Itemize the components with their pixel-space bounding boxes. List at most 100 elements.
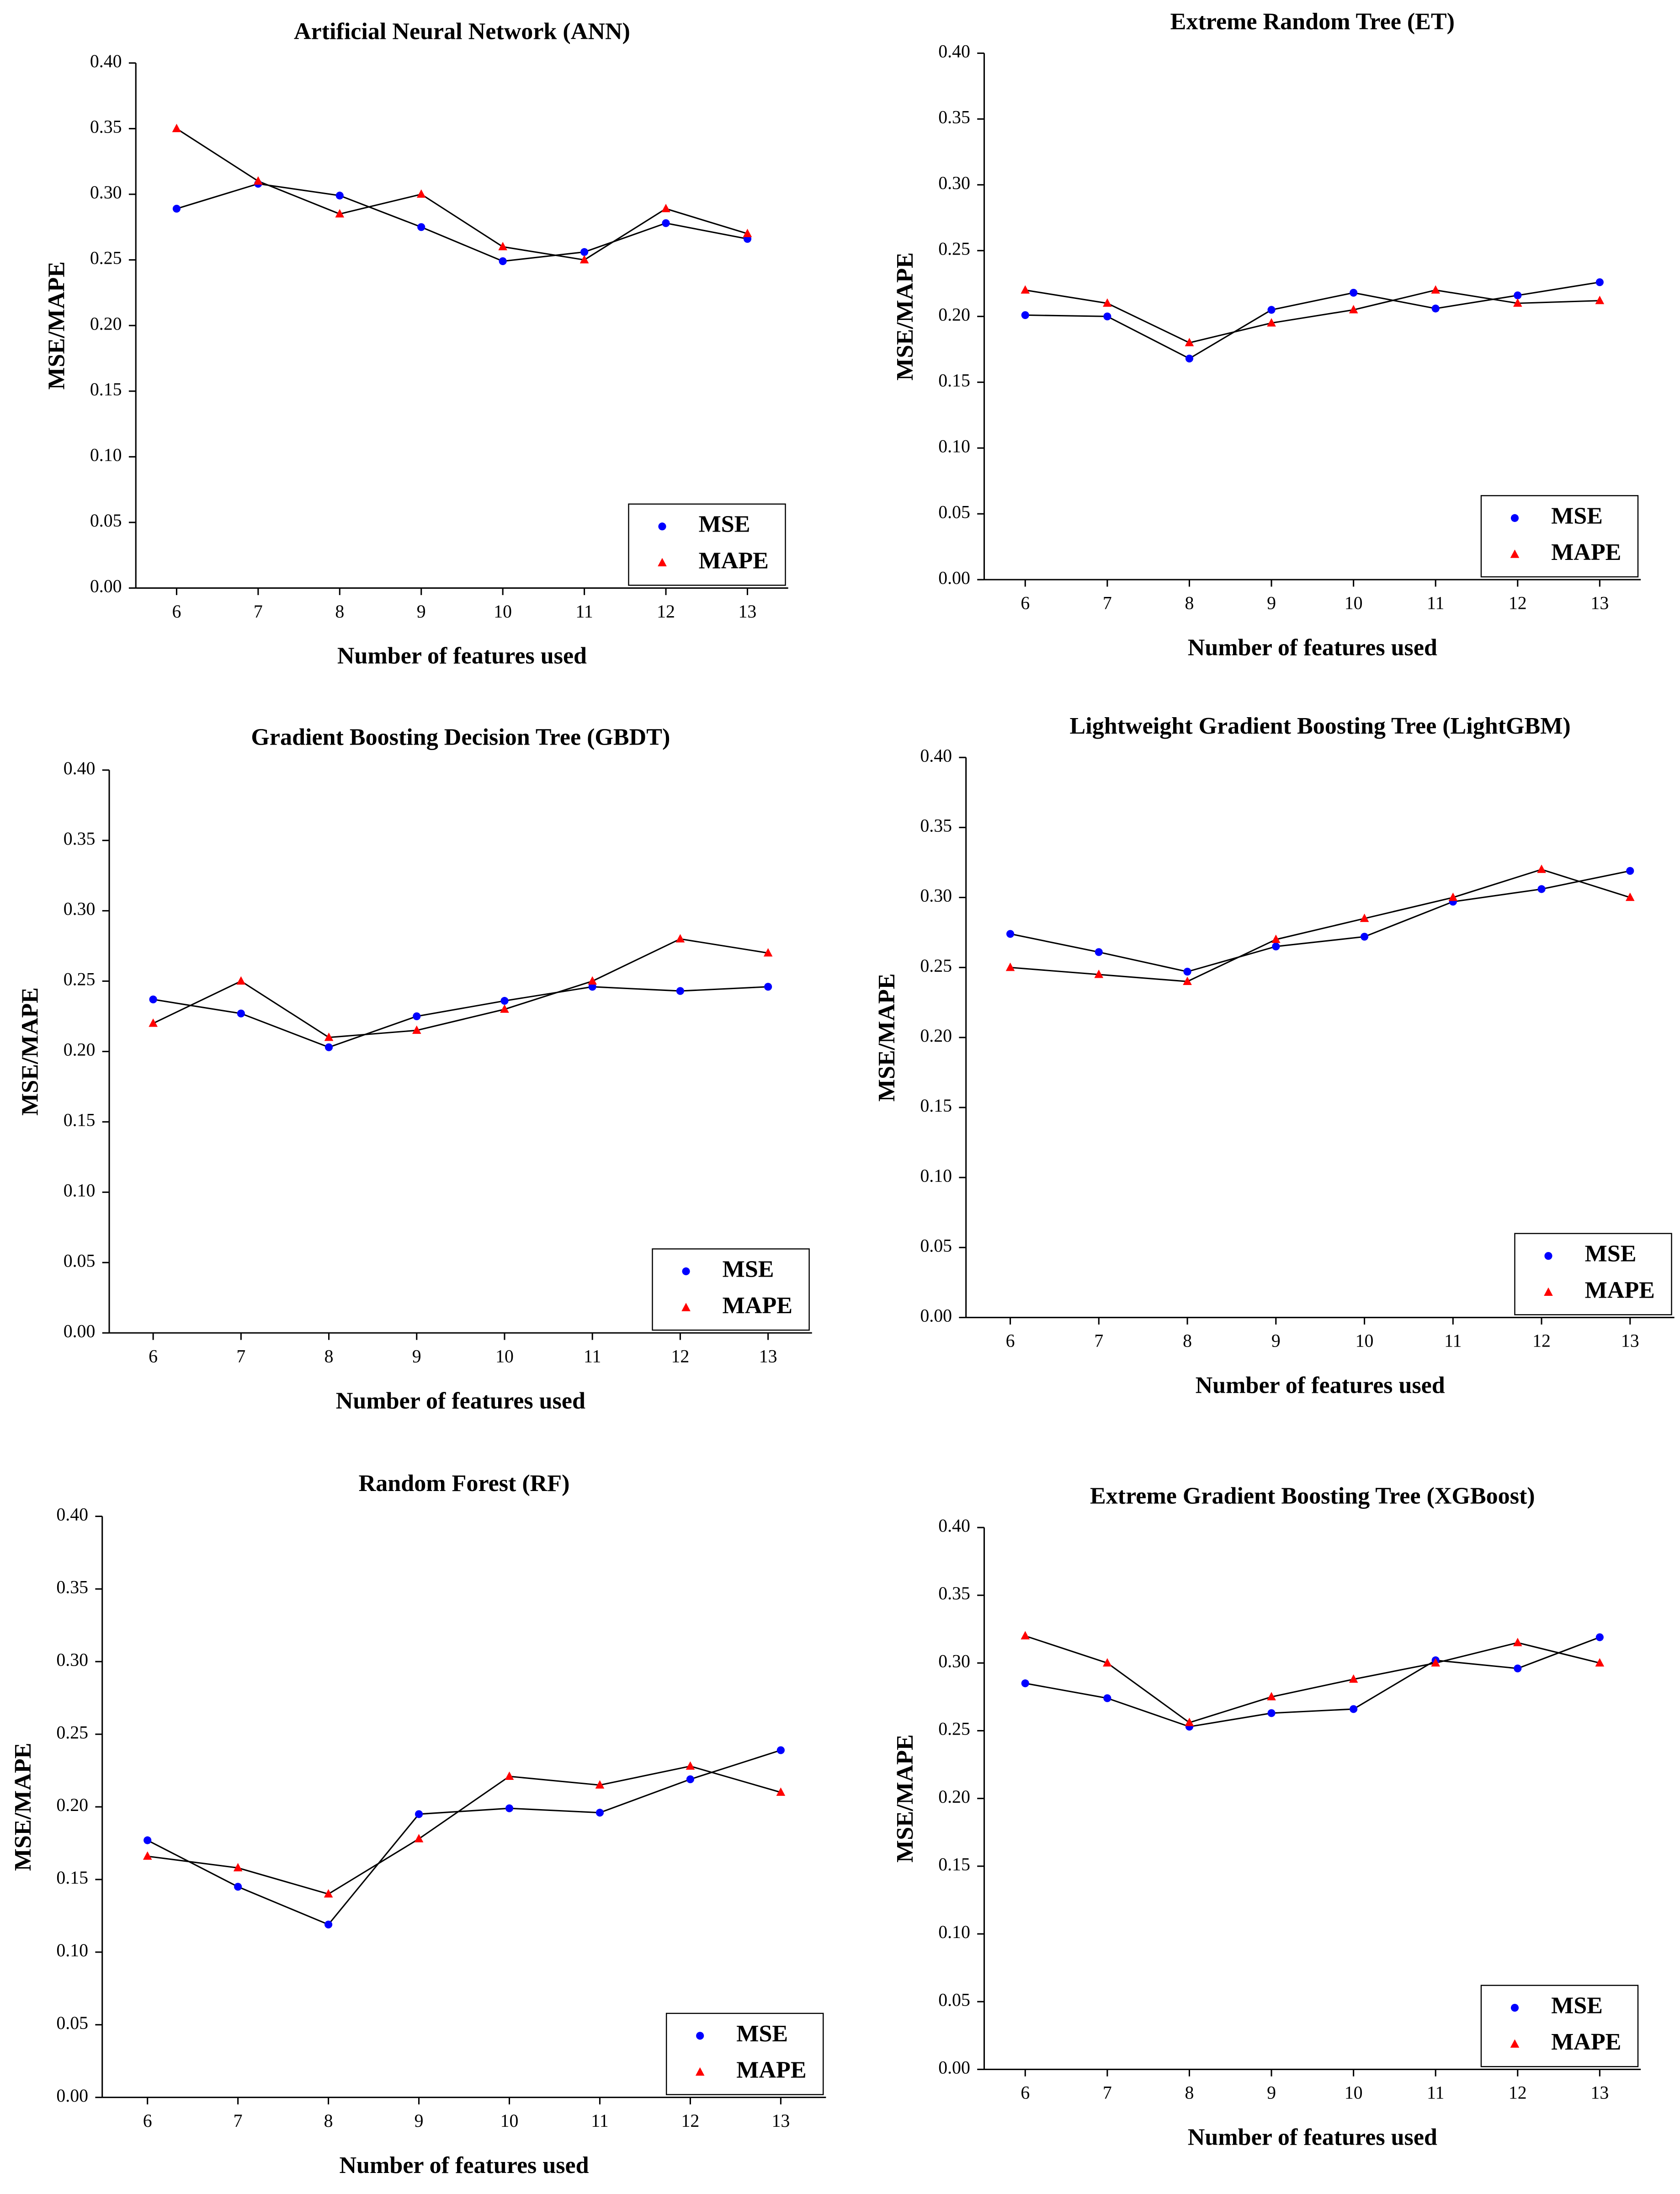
x-tick-label: 8 [1185, 2083, 1194, 2103]
data-point [675, 934, 685, 943]
y-tick-label: 0.00 [938, 2058, 970, 2078]
y-tick-label: 0.05 [56, 2013, 88, 2033]
data-point [413, 1012, 421, 1021]
y-axis-label: MSE/MAPE [892, 1734, 918, 1863]
x-tick-label: 11 [575, 602, 593, 622]
y-tick-label: 0.10 [920, 1166, 952, 1186]
data-point [414, 1834, 424, 1843]
y-tick-label: 0.35 [64, 829, 96, 849]
legend-label: MSE [699, 511, 750, 538]
y-tick-label: 0.30 [938, 173, 970, 193]
data-point [1103, 298, 1112, 307]
data-point [1431, 1658, 1440, 1667]
x-axis-label: Number of features used [336, 1388, 585, 1414]
y-tick-label: 0.25 [920, 956, 952, 976]
y-tick-label: 0.10 [64, 1180, 96, 1200]
data-point [415, 1810, 423, 1818]
data-point [776, 1787, 786, 1796]
data-point [1360, 932, 1369, 941]
data-point [1625, 892, 1635, 901]
x-tick-label: 10 [495, 1346, 514, 1366]
data-point [1537, 885, 1546, 893]
data-point [1005, 962, 1015, 971]
data-point [417, 223, 425, 231]
x-tick-label: 12 [1509, 593, 1527, 613]
legend-marker [682, 1267, 690, 1275]
legend-box [1480, 495, 1639, 578]
series-line [1025, 289, 1600, 344]
data-point [1094, 969, 1104, 978]
data-point [1095, 948, 1103, 956]
data-point [1021, 1679, 1029, 1688]
y-tick-label: 0.30 [920, 886, 952, 906]
x-tick-label: 9 [1271, 1331, 1281, 1351]
x-tick-label: 7 [236, 1346, 245, 1366]
x-tick-label: 7 [1103, 593, 1112, 613]
y-tick-label: 0.20 [920, 1026, 952, 1046]
data-point [1431, 304, 1440, 313]
data-point [662, 219, 670, 227]
y-tick-label: 0.25 [64, 969, 96, 990]
y-tick-label: 0.15 [64, 1110, 96, 1130]
x-tick-label: 12 [657, 602, 675, 622]
data-point [234, 1883, 242, 1891]
x-tick-label: 6 [149, 1346, 158, 1366]
data-point [776, 1746, 785, 1754]
data-point [1021, 285, 1030, 294]
y-tick-label: 0.30 [938, 1651, 970, 1671]
chart-title: Extreme Random Tree (ET) [1170, 9, 1455, 35]
x-tick-label: 8 [335, 602, 344, 622]
data-point [236, 976, 246, 985]
data-point [1595, 1633, 1604, 1641]
x-tick-label: 9 [415, 2111, 424, 2131]
x-tick-label: 12 [1509, 2083, 1527, 2103]
data-point [324, 1043, 333, 1051]
legend-marker [681, 1303, 691, 1311]
data-point [1595, 1658, 1605, 1667]
data-point [149, 995, 157, 1004]
x-tick-label: 6 [1006, 1331, 1015, 1351]
data-point [324, 1920, 333, 1929]
data-point [1267, 318, 1276, 327]
x-tick-label: 9 [1267, 2083, 1276, 2103]
data-point [1271, 934, 1281, 943]
series-line [1025, 1635, 1600, 1724]
y-tick-label: 0.30 [56, 1650, 88, 1670]
data-point [172, 123, 181, 133]
data-point [1595, 296, 1605, 304]
legend-marker [1544, 1252, 1552, 1260]
legend-label: MSE [1551, 503, 1603, 529]
data-point [1103, 1658, 1112, 1667]
x-tick-label: 7 [1103, 2083, 1112, 2103]
x-tick-label: 9 [1267, 593, 1276, 613]
data-point [1514, 291, 1522, 299]
data-point [412, 1025, 421, 1034]
y-tick-label: 0.35 [56, 1577, 88, 1597]
data-point [1183, 968, 1191, 976]
series-line [147, 1749, 781, 1926]
x-tick-label: 9 [417, 602, 426, 622]
y-tick-label: 0.05 [938, 502, 970, 522]
legend-marker [1544, 1287, 1553, 1296]
x-tick-label: 10 [500, 2111, 519, 2131]
data-point [1272, 943, 1280, 951]
data-point [595, 1780, 605, 1789]
y-tick-label: 0.00 [920, 1306, 952, 1326]
data-point [416, 189, 426, 198]
series-line [153, 938, 768, 1038]
y-tick-label: 0.40 [56, 1505, 88, 1525]
x-axis-label: Number of features used [1196, 1373, 1445, 1399]
data-point [1513, 298, 1522, 307]
data-point [1021, 311, 1029, 319]
data-point [1006, 930, 1015, 938]
data-point [588, 976, 597, 985]
data-point [764, 983, 772, 991]
legend-label: MAPE [1585, 1277, 1655, 1303]
data-point [1514, 1664, 1522, 1672]
legend-box [628, 503, 786, 586]
series-line [1010, 870, 1631, 973]
data-point [498, 242, 507, 250]
data-point [588, 983, 596, 991]
y-tick-label: 0.10 [938, 436, 970, 456]
y-tick-label: 0.25 [938, 1719, 970, 1739]
